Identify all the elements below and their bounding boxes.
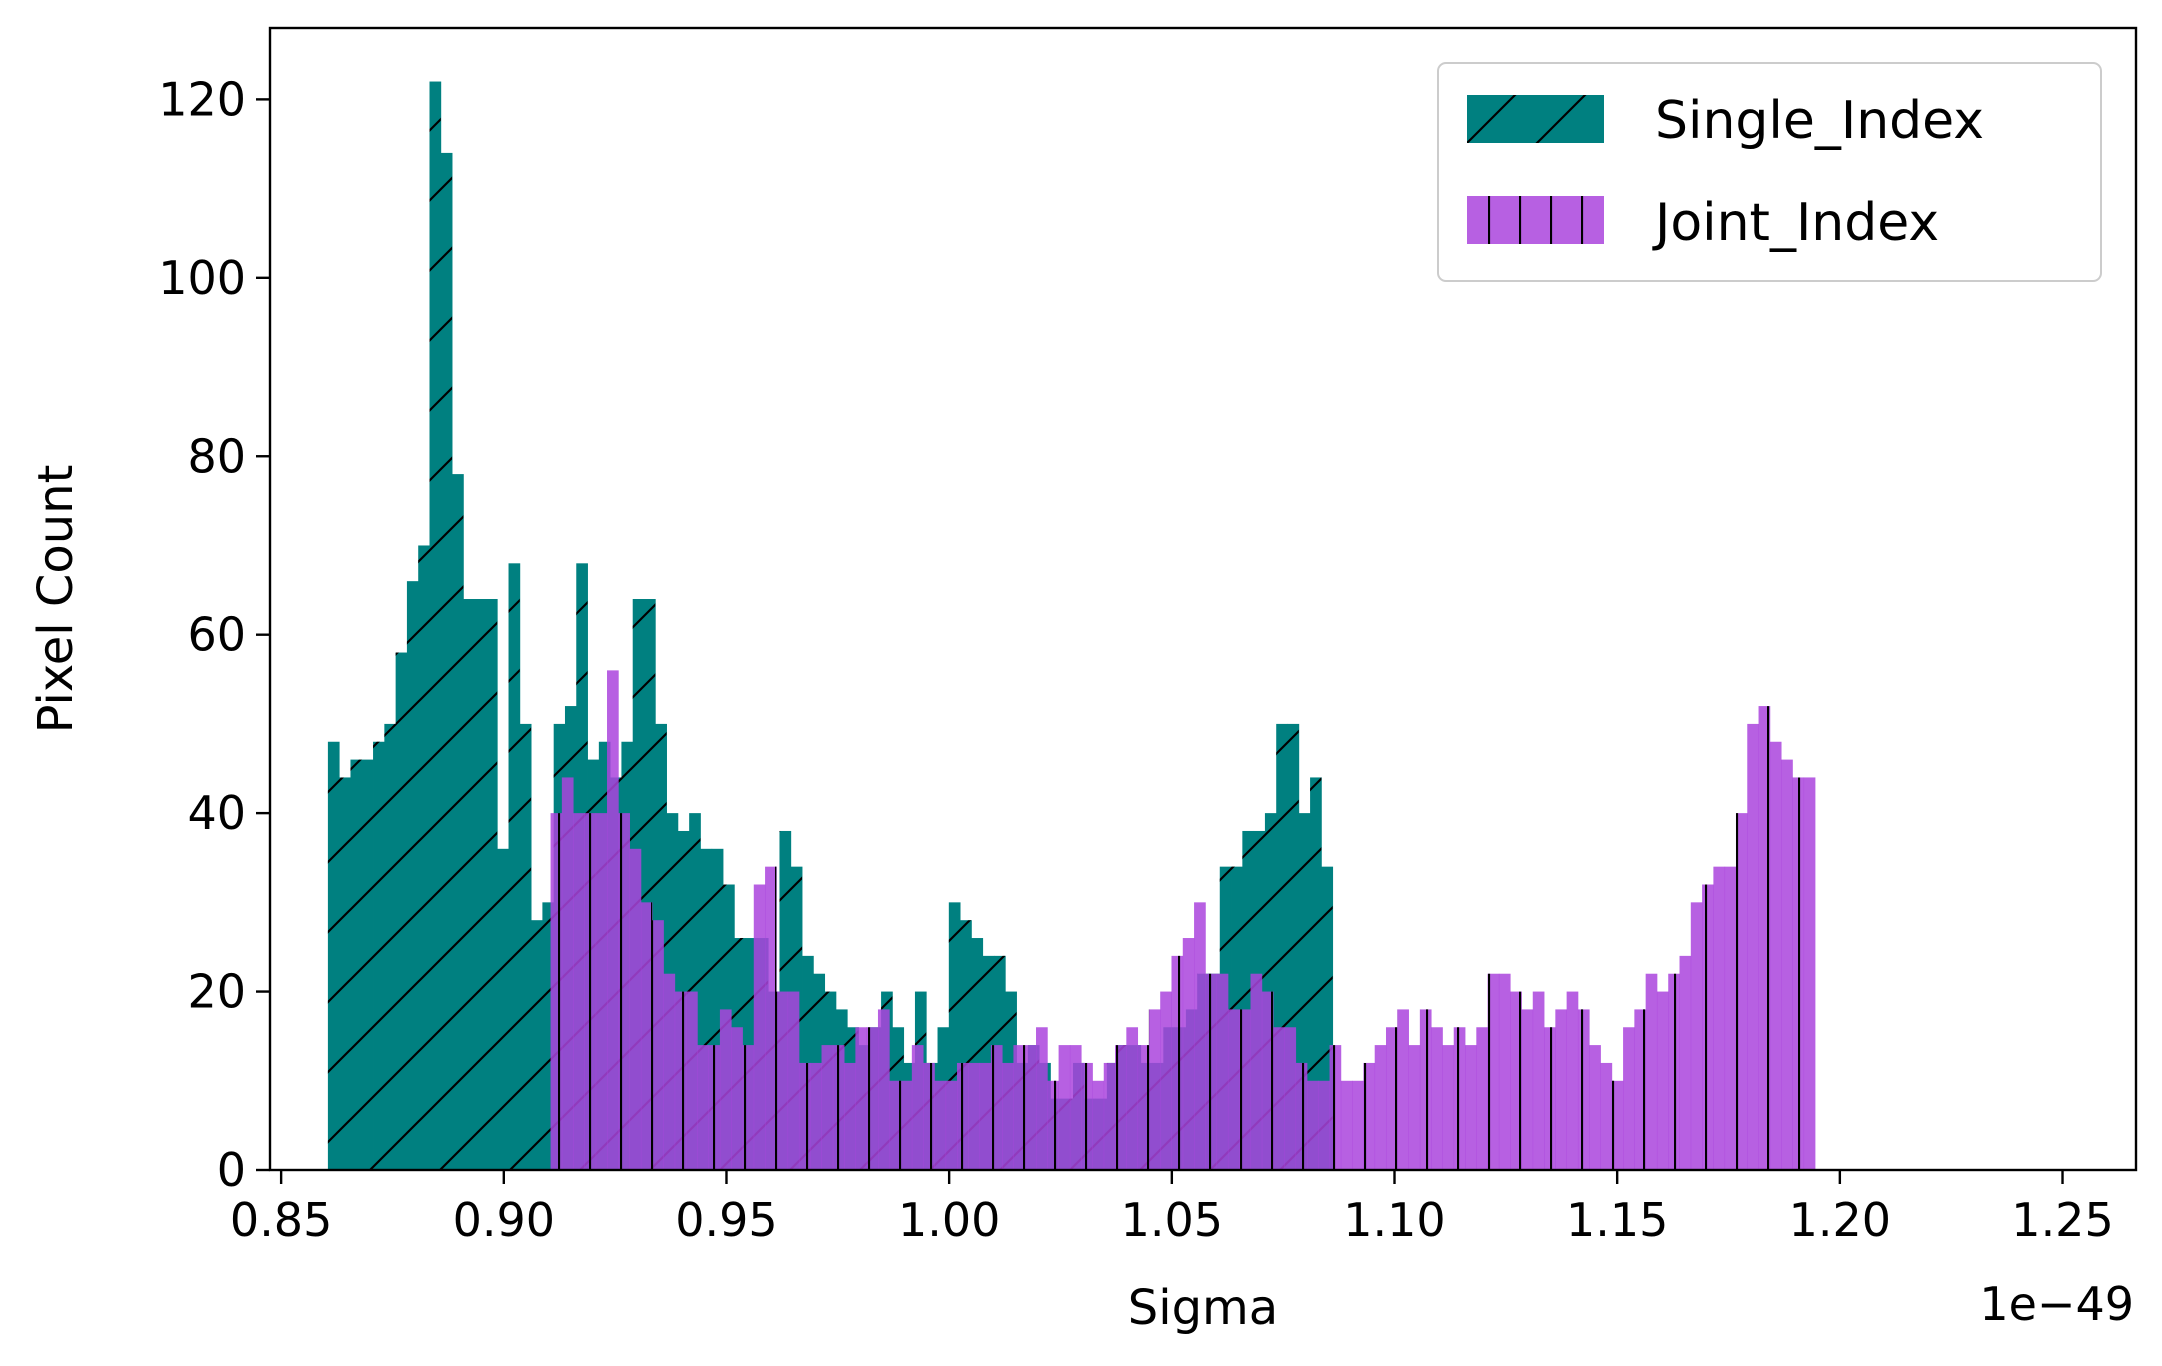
y-tick-label: 120 — [158, 72, 246, 126]
y-tick-label: 60 — [187, 608, 246, 662]
x-axis-title: Sigma — [1128, 1280, 1278, 1336]
y-tick-label: 20 — [187, 965, 246, 1019]
x-tick-label: 1.00 — [898, 1193, 1000, 1247]
series-joint-index — [550, 670, 1816, 1170]
hatch-overlay-joint-index — [550, 670, 1815, 1170]
plot-frame — [268, 26, 2138, 1172]
x-tick-label: 1.15 — [1566, 1193, 1668, 1247]
y-tick-label: 0 — [217, 1143, 246, 1197]
x-tick-label: 1.25 — [2011, 1193, 2113, 1247]
x-tick-label: 1.10 — [1343, 1193, 1445, 1247]
plot-area — [327, 81, 1816, 1170]
legend: Single_Index Joint_Index — [1437, 62, 2102, 282]
legend-label-single-index: Single_Index — [1655, 91, 1984, 151]
y-tick-label: 80 — [187, 429, 246, 483]
y-tick-label: 100 — [158, 251, 246, 305]
x-tick-label: 0.90 — [453, 1193, 555, 1247]
legend-label-joint-index: Joint_Index — [1652, 193, 1939, 253]
y-axis-title: Pixel Count — [28, 465, 84, 734]
legend-item-single-index: Single_Index — [1467, 91, 1984, 151]
x-tick-label: 1.05 — [1121, 1193, 1223, 1247]
x-axis-offset-label: 1e−49 — [1979, 1277, 2134, 1331]
x-tick-label: 1.20 — [1789, 1193, 1891, 1247]
y-tick-label: 40 — [187, 786, 246, 840]
x-axis: 0.85 0.90 0.95 1.00 1.05 1.10 1.15 1.20 1.25 — [230, 1170, 2114, 1247]
x-tick-label: 0.95 — [675, 1193, 777, 1247]
x-tick-label: 0.85 — [230, 1193, 332, 1247]
legend-item-joint-index: Joint_Index — [1467, 193, 1939, 253]
y-axis: 0 20 40 60 80 100 120 — [158, 72, 270, 1197]
